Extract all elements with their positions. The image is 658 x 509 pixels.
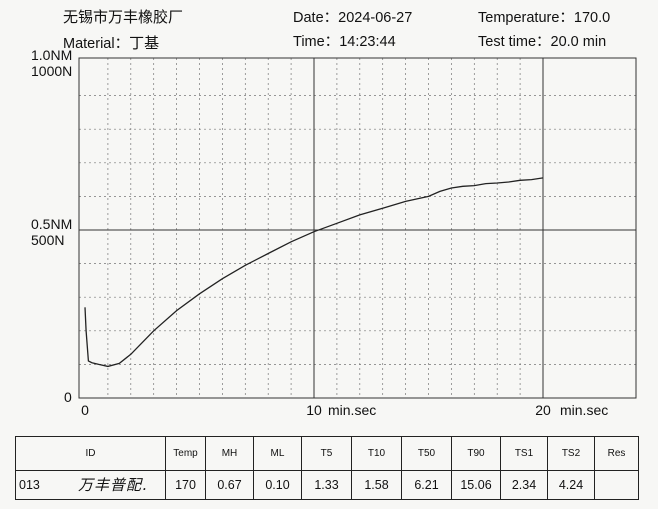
x-tick-label: 20 [535,402,551,418]
material-value: 丁基 [129,34,160,52]
results-table: ID Temp MH ML T5 T10 T50 T90 TS1 TS2 Res… [15,436,639,500]
company-name: 无锡市万丰橡胶厂 [63,8,184,26]
col-header-ml: ML [253,436,302,471]
y-label-mid-n: 500N [31,232,64,248]
y-label-mid-nm: 0.5NM [31,216,72,232]
chart-marks [84,177,544,368]
date-row: Date：2024-06-27 [293,6,412,27]
cell-id: 013 万丰普配. [15,470,166,500]
col-header-id: ID [15,436,166,471]
material-label: Material： [63,36,130,52]
chart-grid [79,58,636,398]
col-header-ts2: TS2 [547,436,595,471]
test-time-label: Test time： [478,34,551,50]
x-tick-label: 10 [306,402,322,418]
test-time-row: Test time：20.0 min [478,30,606,51]
time-label: Time： [293,34,340,50]
cell-temp: 170 [165,470,206,500]
cell-mh: 0.67 [205,470,254,500]
cell-ts1: 2.34 [500,470,548,500]
cell-t10: 1.58 [351,470,402,500]
col-header-ts1: TS1 [500,436,548,471]
x-unit-label-end: min.sec [560,402,608,418]
temperature-value: 170.0 [573,10,611,26]
handwritten-signature: 万丰普配. [78,476,148,494]
cell-ml: 0.10 [253,470,302,500]
cell-t90: 15.06 [451,470,501,500]
time-row: Time：14:23:44 [293,30,396,51]
col-header-t50: T50 [401,436,452,471]
cell-id-value: 013 [19,478,40,492]
cell-t50: 6.21 [401,470,452,500]
plot-frame [78,57,637,399]
cell-t5: 1.33 [301,470,352,500]
date-value: 2024-06-27 [338,10,413,26]
results-header-row: ID Temp MH ML T5 T10 T50 T90 TS1 TS2 Res [15,436,639,471]
col-header-mh: MH [205,436,254,471]
x-unit-label: min.sec [328,402,376,418]
col-header-res: Res [594,436,639,471]
col-header-temp: Temp [165,436,206,471]
y-label-top-n: 1000N [31,63,72,79]
x-tick-label: 0 [81,402,89,418]
temperature-label: Temperature： [478,10,574,26]
results-row: 013 万丰普配. 170 0.67 0.10 1.33 1.58 6.21 1… [15,470,639,500]
test-time-value: 20.0 min [550,34,607,50]
col-header-t5: T5 [301,436,352,471]
time-value: 14:23:44 [339,34,396,50]
material-row: Material：丁基 [63,32,159,53]
y-label-top-nm: 1.0NM [31,47,72,63]
col-header-t10: T10 [351,436,402,471]
y-label-zero: 0 [64,389,72,405]
col-header-t90: T90 [451,436,501,471]
cell-ts2: 4.24 [547,470,595,500]
temperature-row: Temperature：170.0 [478,6,610,27]
date-label: Date： [293,10,339,26]
cell-res [594,470,639,500]
torque-curve-line [84,177,544,368]
